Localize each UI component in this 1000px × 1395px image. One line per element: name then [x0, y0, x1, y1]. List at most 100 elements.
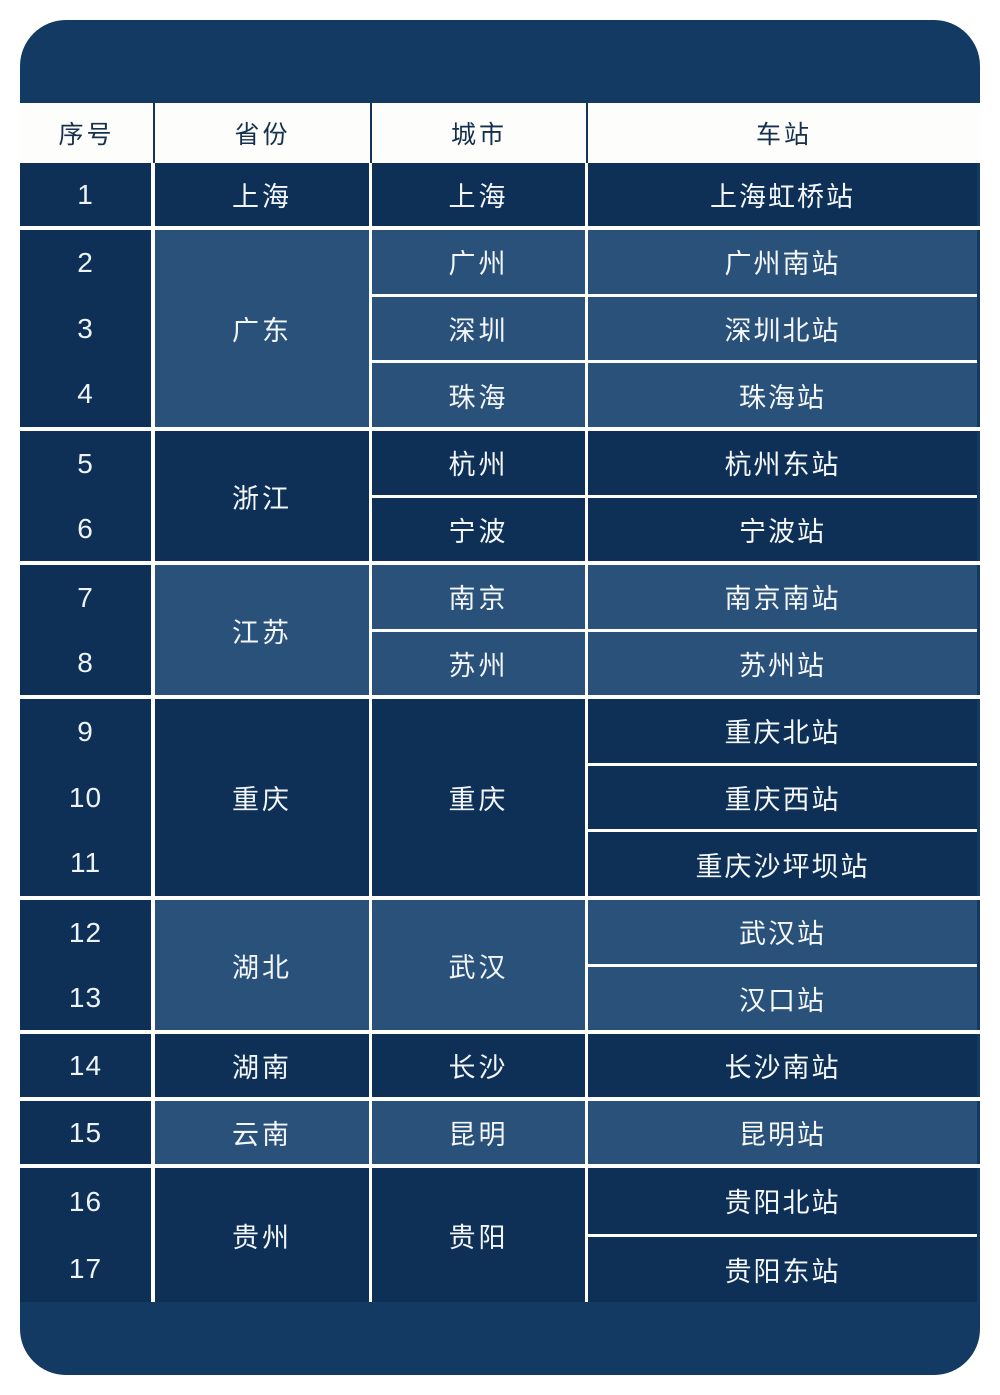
station-cell: 贵阳东站 [724, 1256, 841, 1287]
station-cell: 贵阳北站 [588, 1168, 977, 1237]
station-cell: 珠海站 [739, 382, 826, 413]
city-column: 重庆 [372, 699, 588, 896]
station-column: 贵阳北站 贵阳东站 [588, 1168, 977, 1302]
province-group: 5 6 浙江 杭州 宁波 杭州东站 宁波站 [20, 431, 980, 565]
city-cell: 深圳 [372, 297, 585, 364]
city-cell: 苏州 [448, 650, 509, 681]
province-cell: 云南 [155, 1101, 372, 1164]
station-cell: 宁波站 [739, 516, 826, 547]
column-header-city: 城市 [372, 103, 588, 163]
station-column: 广州南站 深圳北站珠海站 [588, 230, 977, 427]
province-cell: 浙江 [155, 431, 372, 561]
city-cell: 宁波 [448, 516, 509, 547]
index-cell: 13 [68, 981, 103, 1013]
city-column: 昆明 [372, 1101, 588, 1164]
index-cell: 14 [68, 1049, 103, 1081]
index-column: 12 13 [20, 900, 155, 1030]
city-cell: 杭州 [372, 431, 585, 498]
province-group: 9 10 11 重庆 重庆 重庆北站 重庆西站重庆沙坪坝站 [20, 699, 980, 900]
station-cell: 长沙南站 [724, 1053, 841, 1083]
table-body: 1 上海 上海 上海虹桥站 2 3 4 广东 广州 深圳 珠海 广州南站 深圳北站 珠海站 5 6 浙江 杭州 宁波… [20, 163, 980, 1302]
station-cell: 重庆北站 [588, 699, 977, 766]
city-cell: 珠海 [448, 382, 509, 413]
city-cell: 广州 [372, 230, 585, 297]
index-cell: 4 [77, 378, 94, 410]
province-group: 7 8 江苏 南京 苏州 南京南站 苏州站 [20, 565, 980, 699]
city-cell: 上海 [448, 182, 509, 212]
city-cell: 昆明 [448, 1120, 509, 1150]
index-cell: 15 [68, 1116, 103, 1148]
index-cell: 16 [68, 1185, 103, 1217]
index-cell: 2 [77, 246, 94, 278]
province-cell: 湖南 [155, 1034, 372, 1097]
index-cell: 11 [69, 847, 102, 879]
province-group: 2 3 4 广东 广州 深圳 珠海 广州南站 深圳北站 珠海站 [20, 230, 980, 431]
station-cell: 上海虹桥站 [710, 182, 855, 212]
city-cell: 长沙 [448, 1053, 509, 1083]
station-column: 杭州东站 宁波站 [588, 431, 977, 561]
index-cell: 3 [77, 312, 94, 344]
city-column: 杭州 宁波 [372, 431, 588, 561]
province-cell: 贵州 [155, 1168, 372, 1302]
column-header-station: 车站 [755, 121, 812, 149]
index-cell: 1 [77, 178, 94, 210]
index-column: 9 10 11 [20, 699, 155, 896]
index-cell: 5 [77, 447, 94, 479]
station-cell: 广州南站 [588, 230, 977, 297]
station-cell: 杭州东站 [588, 431, 977, 498]
province-cell: 上海 [155, 163, 372, 226]
station-column: 上海虹桥站 [588, 163, 977, 226]
province-cell: 广东 [155, 230, 372, 427]
station-cell: 苏州站 [739, 650, 826, 681]
city-column: 南京 苏州 [372, 565, 588, 695]
column-header-province: 省份 [155, 103, 372, 163]
index-column: 14 [20, 1034, 155, 1097]
index-column: 1 [20, 163, 155, 226]
station-column: 南京南站 苏州站 [588, 565, 977, 695]
index-column: 15 [20, 1101, 155, 1164]
index-cell: 6 [77, 512, 94, 544]
station-table-card: 序号 省份 城市 车站 1 上海 上海 上海虹桥站 2 3 4 广东 广州 深圳 珠海 广州南站 深圳北… [20, 20, 980, 1375]
province-group: 12 13 湖北 武汉 武汉站汉口站 [20, 900, 980, 1034]
city-column: 广州 深圳 珠海 [372, 230, 588, 427]
station-table: 序号 省份 城市 车站 1 上海 上海 上海虹桥站 2 3 4 广东 广州 深圳 珠海 广州南站 深圳北… [20, 103, 980, 1302]
index-cell: 17 [68, 1252, 103, 1284]
city-column: 上海 [372, 163, 588, 226]
province-group: 16 17 贵州 贵阳 贵阳北站 贵阳东站 [20, 1168, 980, 1302]
station-column: 重庆北站 重庆西站重庆沙坪坝站 [588, 699, 977, 896]
city-cell: 南京 [372, 565, 585, 632]
index-cell: 9 [77, 715, 94, 747]
column-header-index: 序号 [20, 103, 155, 163]
table-header-row: 序号 省份 城市 车站 [20, 103, 980, 163]
province-group: 14 湖南 长沙 长沙南站 [20, 1034, 980, 1101]
station-column: 长沙南站 [588, 1034, 977, 1097]
station-cell: 深圳北站 [588, 297, 977, 364]
station-cell: 南京南站 [588, 565, 977, 632]
city-cell: 武汉 [448, 952, 509, 983]
city-column: 武汉 [372, 900, 588, 1030]
index-cell: 7 [77, 581, 94, 613]
station-cell: 昆明站 [739, 1120, 826, 1150]
index-cell: 12 [68, 916, 103, 948]
station-cell: 武汉站 [588, 900, 977, 967]
station-column: 昆明站 [588, 1101, 977, 1164]
station-column: 武汉站 汉口站 [588, 900, 977, 1030]
province-group: 1 上海 上海 上海虹桥站 [20, 163, 980, 230]
index-cell: 10 [68, 781, 103, 813]
city-cell: 贵阳 [448, 1222, 509, 1253]
index-column: 16 17 [20, 1168, 155, 1302]
city-column: 长沙 [372, 1034, 588, 1097]
index-column: 2 3 4 [20, 230, 155, 427]
province-cell: 重庆 [155, 699, 372, 896]
station-cell: 重庆沙坪坝站 [695, 851, 870, 882]
city-cell: 重庆 [448, 785, 509, 815]
station-cell: 重庆西站 [588, 766, 977, 833]
province-cell: 湖北 [155, 900, 372, 1030]
station-cell: 汉口站 [739, 985, 826, 1016]
index-cell: 8 [77, 646, 94, 678]
province-cell: 江苏 [155, 565, 372, 695]
city-column: 贵阳 [372, 1168, 588, 1302]
province-group: 15 云南 昆明 昆明站 [20, 1101, 980, 1168]
